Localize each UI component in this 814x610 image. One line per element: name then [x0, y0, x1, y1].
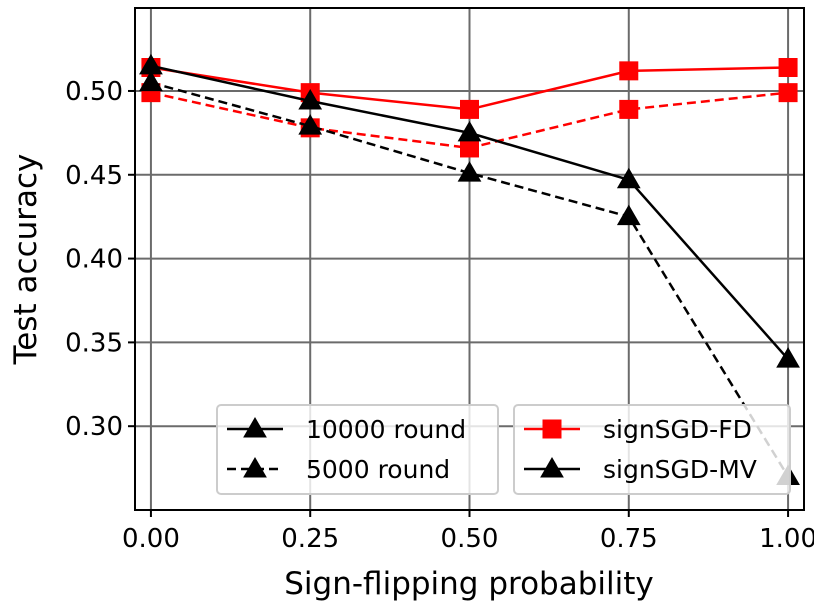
- data-point: [298, 89, 323, 110]
- legend-bottom-right: signSGD-FD signSGD-MV: [513, 404, 791, 495]
- data-point: [776, 347, 800, 368]
- legend-entry-10000-round: 10000 round: [227, 415, 466, 444]
- legend-marker: [243, 417, 267, 438]
- x-tick-label: 0.25: [281, 524, 339, 554]
- legend-marker: [540, 457, 564, 478]
- data-point: [457, 161, 482, 182]
- legend-frame: [216, 404, 499, 495]
- y-tick-label: 0.30: [65, 412, 123, 442]
- legend-marker: [542, 419, 562, 439]
- legend-label: signSGD-FD: [603, 415, 752, 444]
- data-point: [616, 204, 641, 226]
- legend-label: signSGD-MV: [603, 455, 757, 484]
- legend-label: 10000 round: [306, 415, 466, 444]
- x-tick-label: 0.75: [600, 524, 658, 554]
- legend-entry-signsgd-fd: signSGD-FD: [524, 415, 752, 444]
- series-layer: [139, 53, 800, 485]
- axis-ticks: 0.00 0.25 0.50 0.75 1.00 0.30 0.35 0.40 0.45 0.50: [65, 77, 814, 554]
- x-axis-title: Sign-flipping probability: [284, 566, 654, 602]
- y-tick-label: 0.35: [65, 328, 123, 358]
- series-signsgd-mv-10000-round: [139, 53, 800, 368]
- data-point: [778, 83, 798, 103]
- legend-entry-signsgd-mv: signSGD-MV: [524, 455, 757, 484]
- legends: 10000 round 5000 round signSGD-FD signSGD-M…: [216, 404, 791, 495]
- data-point: [460, 138, 479, 158]
- data-point: [616, 167, 641, 189]
- legend-label: 5000 round: [306, 455, 450, 484]
- legend-entry-5000-round: 5000 round: [227, 455, 450, 484]
- x-tick-label: 0.00: [122, 524, 180, 554]
- data-point: [619, 61, 639, 81]
- x-tick-label: 1.00: [759, 524, 814, 554]
- legend-frame: [513, 404, 791, 495]
- data-point: [778, 58, 798, 78]
- legend-marker: [243, 457, 267, 478]
- y-tick-label: 0.40: [65, 245, 123, 275]
- y-tick-label: 0.50: [65, 77, 123, 107]
- data-point: [619, 99, 639, 119]
- data-point: [298, 114, 323, 135]
- y-tick-label: 0.45: [65, 161, 123, 191]
- y-axis-title: Test accuracy: [8, 154, 44, 366]
- legend-bottom-left: 10000 round 5000 round: [216, 404, 499, 495]
- data-point: [457, 120, 482, 142]
- data-point: [139, 70, 163, 92]
- data-point: [460, 99, 479, 119]
- x-tick-label: 0.50: [441, 524, 499, 554]
